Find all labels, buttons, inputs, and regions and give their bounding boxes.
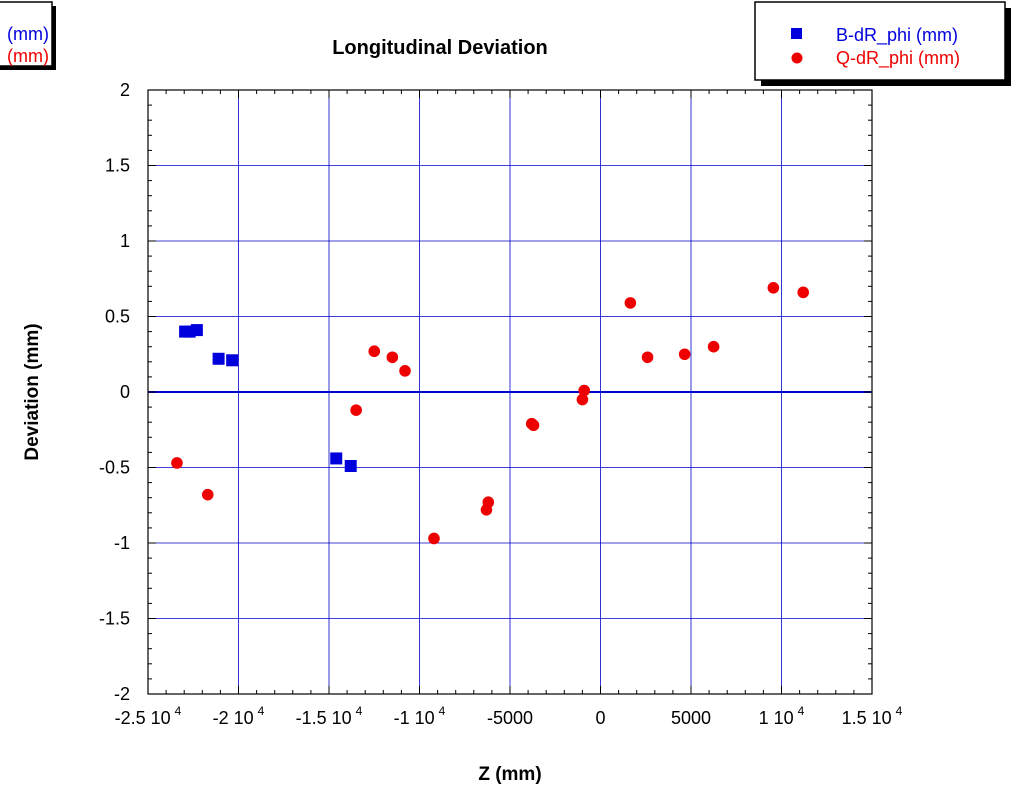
x-tick-label: 5000 [671,708,711,728]
legend: B-dR_phi (mm) Q-dR_phi (mm) [754,1,1011,86]
data-point-q [797,286,810,299]
x-tick-label: -1.5 10 4 [296,704,363,728]
left-legend-text-1: (mm) [7,24,49,44]
data-point-q [707,340,720,353]
data-point-q [576,393,589,406]
x-tick-label: -5000 [487,708,533,728]
legend-circle-marker [791,52,803,64]
data-point-b [212,352,225,365]
x-tick-label: 0 [595,708,605,728]
chart-title: Longitudinal Deviation [332,37,548,59]
y-tick-label: -1.5 [99,609,130,629]
tick-labels: -2.5 10 4 -2 10 4 -1.5 10 4 -1 10 4 -5000 0 5000 1 … [99,80,903,728]
y-tick-label: 2 [120,80,130,100]
x-tick-label: -2 10 4 [213,704,265,728]
data-point-b [330,452,343,465]
x-tick-label: -2.5 10 4 [115,704,182,728]
y-tick-label: 1 [120,231,130,251]
left-legend-box [0,1,53,67]
data-point-q [678,348,691,361]
data-point-q [578,384,591,397]
data-point-b [226,354,239,367]
data-point-q [386,351,399,364]
data-point-b [344,459,357,472]
data-point-q [767,282,780,294]
y-tick-label: -1 [114,533,130,553]
x-tick-label: 1.5 10 4 [842,704,903,728]
y-tick-label: 0.5 [105,307,130,327]
legend-box [754,1,1006,81]
data-point-b [190,324,203,337]
y-tick-label: -0.5 [99,458,130,478]
left-legend-partial: (mm) (mm) [0,1,56,70]
y-axis-title: Deviation (mm) [22,323,43,460]
x-tick-label: 1 10 4 [759,704,805,728]
left-legend-text-2: (mm) [7,46,49,66]
grid-lines [148,90,872,694]
data-point-q [201,488,214,501]
y-tick-label: 1.5 [105,156,130,176]
x-axis-title: Z (mm) [478,764,541,785]
data-point-q [482,496,495,509]
y-tick-label: 0 [120,382,130,402]
data-points [171,282,810,545]
data-point-q [527,419,540,432]
data-point-q [350,404,362,416]
data-point-q [399,365,411,377]
x-tick-label: -1 10 4 [394,704,446,728]
legend-label-b: B-dR_phi (mm) [836,25,958,46]
data-point-q [641,351,654,364]
legend-square-marker [791,28,802,39]
data-point-q [171,457,183,469]
axes [147,89,873,695]
data-point-q [624,297,637,309]
data-point-q [428,532,440,545]
data-point-q [368,345,381,358]
legend-label-q: Q-dR_phi (mm) [836,48,960,69]
y-tick-label: -2 [114,684,130,704]
